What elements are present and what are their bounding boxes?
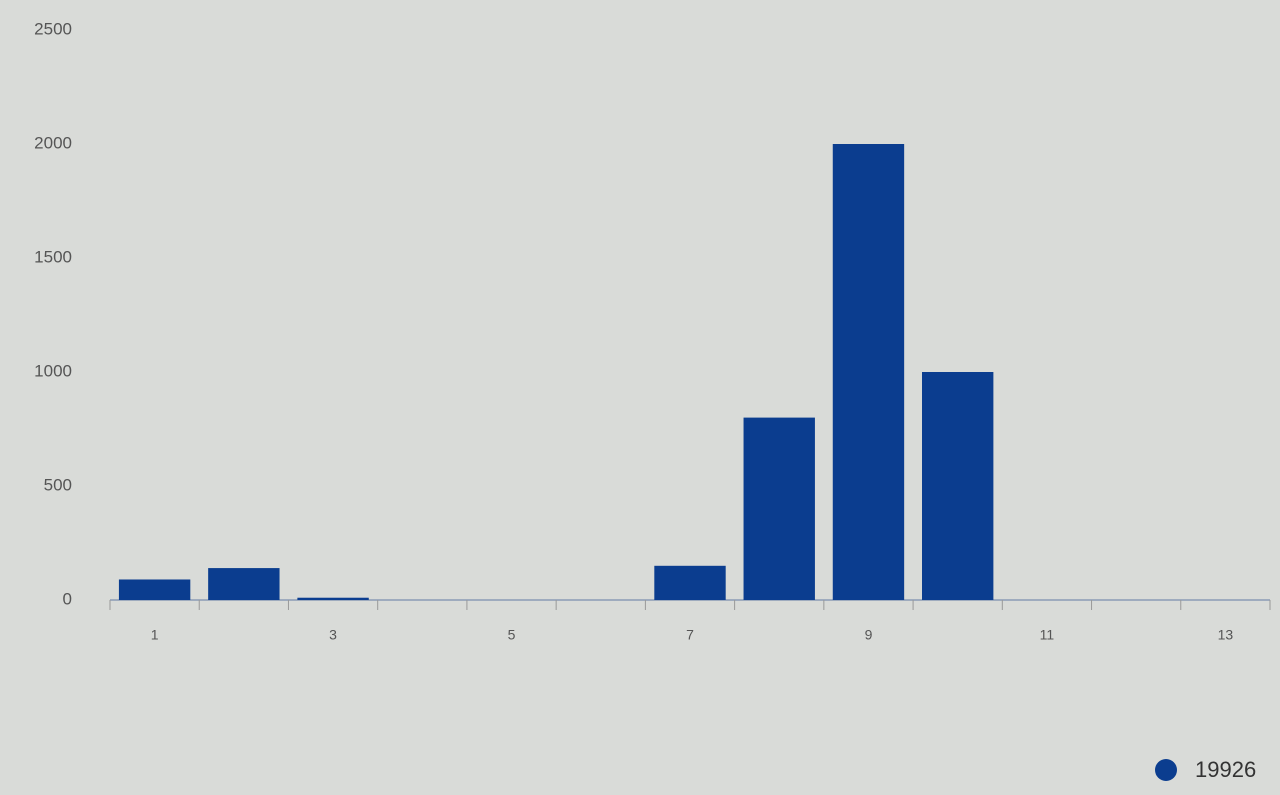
bar — [297, 598, 368, 600]
legend-label: 19926 — [1195, 757, 1256, 782]
x-tick-label: 1 — [151, 627, 159, 643]
y-tick-label: 500 — [44, 475, 72, 494]
chart: 0500100015002000250013579111319926 — [0, 0, 1280, 795]
x-tick-label: 3 — [329, 627, 337, 643]
y-tick-label: 1500 — [34, 247, 72, 266]
x-tick-label: 7 — [686, 627, 694, 643]
bar — [922, 372, 993, 600]
y-tick-label: 1000 — [34, 361, 72, 380]
x-tick-label: 11 — [1040, 627, 1055, 643]
bar — [119, 579, 190, 600]
x-tick-label: 5 — [508, 627, 516, 643]
x-tick-label: 9 — [865, 627, 873, 643]
legend-marker — [1155, 759, 1177, 781]
bar — [654, 566, 725, 600]
x-tick-label: 13 — [1218, 627, 1234, 643]
y-tick-label: 2500 — [34, 19, 72, 38]
bar — [744, 418, 815, 600]
bar — [208, 568, 279, 600]
bar — [833, 144, 904, 600]
y-tick-label: 2000 — [34, 133, 72, 152]
page: 0500100015002000250013579111319926 (() =… — [0, 0, 1280, 795]
y-tick-label: 0 — [63, 589, 72, 608]
